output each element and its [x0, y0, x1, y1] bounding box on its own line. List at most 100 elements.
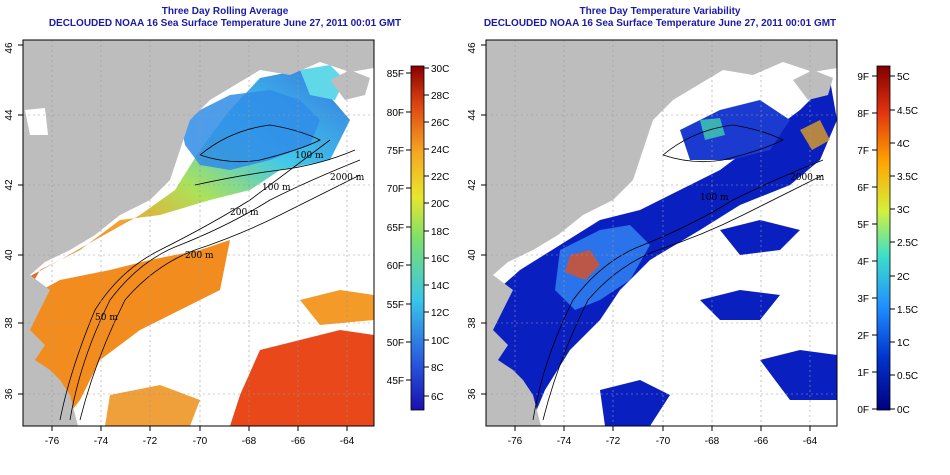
x-tick-label: -76 — [508, 436, 523, 447]
colorbar-f-label: 60F — [387, 261, 404, 272]
left-gridlines — [23, 40, 374, 426]
colorbar-f-label: 55F — [387, 300, 404, 311]
colorbar-c-label: 20C — [431, 199, 449, 210]
left-bathymetry-contours — [59, 124, 361, 421]
colorbar-c-label: 18C — [431, 227, 449, 238]
right-x-axis: -76 -74 -72 -70 -68 -66 -64 — [508, 426, 818, 447]
y-tick-label: 36 — [4, 388, 15, 400]
right-title-sub: DECLOUDED NOAA 16 Sea Surface Temperatur… — [483, 18, 837, 29]
contour-label: 100 m — [295, 151, 324, 161]
colorbar-f-label: 50F — [387, 338, 404, 349]
x-tick-label: -76 — [45, 436, 60, 447]
colorbar-c-label: 22C — [431, 172, 449, 183]
colorbar-f-label: 85F — [387, 69, 404, 80]
left-map-frame — [22, 39, 375, 427]
left-y-axis: 36 38 40 42 44 46 — [4, 42, 23, 400]
colorbar-c-label: 10C — [431, 336, 449, 347]
x-tick-label: -66 — [754, 436, 769, 447]
colorbar-f-label: 4F — [857, 257, 869, 268]
x-tick-label: -64 — [340, 436, 355, 447]
left-title: Three Day Rolling Average DECLOUDED NOAA… — [20, 6, 430, 30]
x-tick-label: -74 — [557, 436, 572, 447]
colorbar-f-label: 2F — [857, 331, 869, 342]
right-title: Three Day Temperature Variability DECLOU… — [455, 6, 865, 30]
y-tick-label: 40 — [467, 249, 478, 261]
x-tick-label: -68 — [705, 436, 720, 447]
y-tick-label: 40 — [4, 249, 15, 261]
colorbar-c-label: 30C — [431, 64, 449, 75]
x-tick-label: -70 — [193, 436, 208, 447]
colorbar-f-label: 7F — [857, 146, 869, 157]
y-tick-label: 38 — [4, 317, 15, 329]
x-tick-label: -72 — [606, 436, 621, 447]
x-tick-label: -72 — [143, 436, 158, 447]
colorbar-f-label: 45F — [387, 376, 404, 387]
colorbar-f-label: 70F — [387, 184, 404, 195]
y-tick-label: 42 — [4, 179, 15, 191]
y-tick-label: 44 — [467, 109, 478, 121]
colorbar-c-label: 1C — [897, 338, 910, 349]
y-tick-label: 38 — [467, 317, 478, 329]
colorbar-c-label: 4.5C — [897, 106, 918, 117]
right-title-main: Three Day Temperature Variability — [579, 6, 741, 17]
colorbar-c-label: 12C — [431, 308, 449, 319]
left-x-axis: -76 -74 -72 -70 -68 -66 -64 — [45, 426, 355, 447]
colorbar-c-label: 0C — [897, 405, 910, 416]
colorbar-c-label: 2.5C — [897, 238, 918, 249]
colorbar-c-label: 3C — [897, 205, 910, 216]
colorbar-f-label: 9F — [857, 72, 869, 83]
contour-label: 50 m — [95, 313, 118, 323]
colorbar-c-label: 6C — [431, 392, 444, 403]
colorbar-f-label: 65F — [387, 223, 404, 234]
left-map: 100 m 2000 m 100 m 200 m 200 m 50 m — [23, 40, 374, 426]
y-tick-label: 46 — [4, 42, 15, 54]
colorbar-c-label: 14C — [431, 281, 449, 292]
x-tick-label: -74 — [94, 436, 109, 447]
colorbar-c-label: 1.5C — [897, 305, 918, 316]
right-colorbar: 9F 8F 7F 6F 5F 4F 3F 2F 1F 0F 5C 4.5C 4C… — [857, 65, 918, 416]
right-variability-field — [486, 80, 837, 426]
colorbar-f-label: 75F — [387, 146, 404, 157]
contour-label: 100 m — [262, 183, 291, 193]
y-tick-label: 46 — [467, 42, 478, 54]
contour-label: 100 m — [700, 193, 729, 203]
right-gridlines — [486, 40, 837, 426]
colorbar-c-label: 5C — [897, 72, 910, 83]
contour-label: 200 m — [230, 208, 259, 218]
colorbar-c-label: 24C — [431, 145, 449, 156]
contour-label: 2000 m — [790, 173, 825, 183]
contour-label: 2000 m — [330, 173, 365, 183]
left-title-main: Three Day Rolling Average — [161, 6, 289, 17]
right-land — [486, 40, 837, 426]
right-map-frame — [485, 39, 838, 427]
left-title-sub: DECLOUDED NOAA 16 Sea Surface Temperatur… — [48, 18, 402, 29]
colorbar-f-label: 8F — [857, 109, 869, 120]
contour-label: 200 m — [185, 251, 214, 261]
right-bathymetry-contours — [532, 124, 824, 421]
left-contour-labels: 100 m 2000 m 100 m 200 m 200 m 50 m — [95, 151, 365, 323]
left-colorbar: 85F 80F 75F 70F 65F 60F 55F 50F 45F 30C … — [387, 64, 449, 411]
x-tick-label: -64 — [803, 436, 818, 447]
colorbar-c-label: 8C — [431, 363, 444, 374]
colorbar-f-label: 6F — [857, 183, 869, 194]
colorbar-c-label: 4C — [897, 139, 910, 150]
x-tick-label: -68 — [242, 436, 257, 447]
x-tick-label: -66 — [291, 436, 306, 447]
colorbar-f-label: 0F — [857, 405, 869, 416]
colorbar-c-label: 2C — [897, 272, 910, 283]
colorbar-f-label: 5F — [857, 220, 869, 231]
right-map: 2000 m 100 m — [486, 40, 837, 426]
left-land — [23, 40, 374, 426]
colorbar-c-label: 26C — [431, 118, 449, 129]
colorbar-c-label: 3.5C — [897, 172, 918, 183]
y-tick-label: 42 — [467, 179, 478, 191]
y-tick-label: 44 — [4, 109, 15, 121]
colorbar-f-label: 3F — [857, 294, 869, 305]
x-tick-label: -70 — [656, 436, 671, 447]
colorbar-c-label: 28C — [431, 91, 449, 102]
colorbar-f-label: 1F — [857, 368, 869, 379]
colorbar-c-label: 16C — [431, 254, 449, 265]
right-y-axis: 36 38 40 42 44 46 — [467, 42, 486, 400]
y-tick-label: 36 — [467, 388, 478, 400]
